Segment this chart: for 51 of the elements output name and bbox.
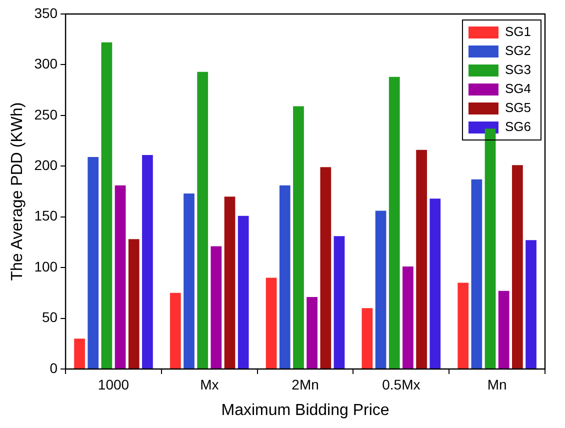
bar [74,338,85,368]
bar [526,240,536,368]
bar [402,266,414,368]
y-tick-label: 150 [34,208,58,224]
y-tick-label: 300 [34,56,58,72]
y-tick-label: 200 [34,157,58,173]
x-tick-label: 0.5Mx [382,376,420,392]
bar [306,296,318,368]
x-tick-label: 2Mn [292,376,319,392]
legend-label: SG5 [504,100,532,116]
bar [238,216,249,368]
bar [416,150,427,368]
bar [224,196,236,368]
bar [142,154,153,368]
x-tick-label: Mx [200,376,219,392]
bar [375,210,386,368]
bar [334,236,345,368]
y-tick-label: 0 [50,360,58,376]
bar [320,167,332,368]
bar [471,179,482,368]
bar [362,308,373,368]
x-tick-label: Mn [487,376,507,392]
legend-label: SG1 [504,24,532,40]
bar [210,246,222,368]
bar [197,72,208,368]
x-tick-label: 1000 [98,376,130,392]
bar [458,282,469,368]
bar [293,106,304,368]
y-tick-label: 100 [34,258,58,274]
bar [498,290,510,368]
y-axis-title: The Average PDD (KWh) [9,102,26,281]
bar [279,185,290,368]
y-tick-label: 50 [42,309,58,326]
bar [388,76,400,368]
y-tick-label: 350 [34,4,58,21]
legend-label: SG6 [504,119,532,134]
bar [266,278,277,368]
x-axis-title: Maximum Bidding Price [221,402,390,419]
legend-label: SG3 [504,62,532,78]
bar [430,198,441,368]
legend-label: SG4 [504,81,532,96]
y-tick-label: 250 [34,106,58,122]
bar [101,42,112,368]
bar [184,194,194,368]
bar [170,292,181,368]
bar [512,165,523,368]
bar [114,185,126,368]
bar [88,157,99,368]
bar [484,128,496,368]
legend-label: SG2 [504,43,532,58]
bar [128,239,140,368]
